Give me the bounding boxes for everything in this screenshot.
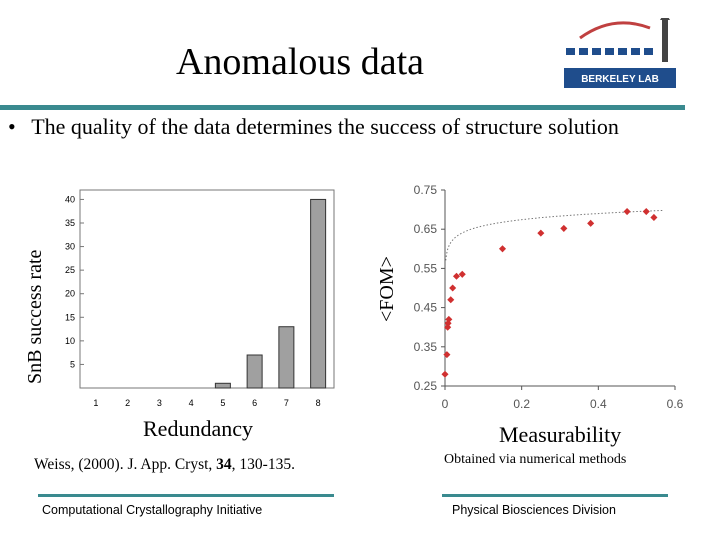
bar-chart-xlabel: Redundancy (143, 416, 253, 441)
scatter-xtick-label: 0.6 (667, 397, 684, 411)
scatter-point (447, 296, 455, 304)
scatter-chart-xlabel: Measurability (499, 422, 622, 447)
bar-ytick-label: 5 (70, 359, 75, 369)
scatter-ytick-label: 0.55 (414, 261, 438, 275)
bar-7 (278, 326, 295, 389)
scatter-ytick-label: 0.25 (414, 379, 438, 393)
citation-suffix: , 130-135. (231, 456, 295, 473)
footer-right: Physical Biosciences Division (452, 503, 616, 517)
bar-xtick-label: 4 (189, 398, 194, 408)
bar-ytick-label: 40 (65, 194, 75, 204)
scatter-ytick-label: 0.75 (414, 183, 438, 197)
scatter-point (560, 224, 568, 232)
bar-ytick-label: 10 (65, 336, 75, 346)
scatter-point (458, 270, 466, 278)
title-divider (0, 105, 685, 110)
citation-volume: 34 (216, 456, 232, 473)
scatter-point (443, 351, 451, 359)
scatter-xtick-label: 0.4 (590, 397, 607, 411)
bar-ytick-label: 20 (65, 289, 75, 299)
citation-prefix: Weiss, (2000). J. App. Cryst, (34, 456, 217, 473)
bar-xtick-label: 1 (93, 398, 98, 408)
scatter-fit-line (445, 209, 664, 261)
scatter-xtick-label: 0 (442, 397, 449, 411)
bar-ytick-label: 25 (65, 265, 75, 275)
scatter-point (441, 370, 449, 378)
method-note: Obtained via numerical methods (444, 452, 627, 467)
bar-chart: 5 10 15 20 25 30 35 40 1 2 3 4 5 6 7 8 (65, 189, 335, 408)
bar-5 (214, 382, 231, 389)
footer-divider-right (442, 494, 668, 497)
bullet-text: The quality of the data determines the s… (31, 114, 619, 139)
bullet-point: • The quality of the data determines the… (8, 114, 619, 140)
scatter-point (650, 213, 658, 221)
scatter-point (449, 284, 457, 292)
scatter-ytick-label: 0.65 (414, 222, 438, 236)
scatter-point (498, 245, 507, 253)
scatter-chart: 0.25 0.35 0.45 0.55 0.65 0.75 0 0.2 0.4 0.6 (414, 183, 684, 411)
bar-xtick-label: 2 (125, 398, 130, 408)
citation: Weiss, (2000). J. App. Cryst, 34, 130-13… (34, 456, 295, 474)
logo-text: BERKELEY LAB (581, 74, 659, 85)
berkeley-lab-logo: BERKELEY LAB (558, 12, 686, 98)
bar-6 (246, 354, 263, 389)
bullet-symbol: • (8, 114, 16, 139)
scatter-point (452, 272, 461, 280)
scatter-ytick-label: 0.45 (414, 301, 438, 315)
bar-xtick-label: 3 (157, 398, 162, 408)
bar-chart-ylabel: SnB success rate (24, 249, 46, 384)
bar-plot-frame (79, 189, 335, 389)
scatter-point (587, 219, 595, 227)
bar-8 (310, 198, 327, 389)
bar-xtick-label: 7 (284, 398, 289, 408)
bar-xtick-label: 8 (316, 398, 321, 408)
bar-xtick-label: 6 (252, 398, 257, 408)
scatter-ytick-label: 0.35 (414, 340, 438, 354)
bar-ytick-label: 35 (65, 218, 75, 228)
scatter-point (642, 208, 650, 216)
bar-ytick-label: 15 (65, 312, 75, 322)
scatter-point (623, 208, 631, 216)
scatter-xtick-label: 0.2 (513, 397, 530, 411)
slide-title: Anomalous data (175, 41, 424, 83)
footer-left: Computational Crystallography Initiative (42, 503, 263, 517)
bar-ytick-label: 30 (65, 242, 75, 252)
footer-divider-left (38, 494, 334, 497)
scatter-point (537, 229, 545, 237)
bar-xtick-label: 5 (220, 398, 225, 408)
